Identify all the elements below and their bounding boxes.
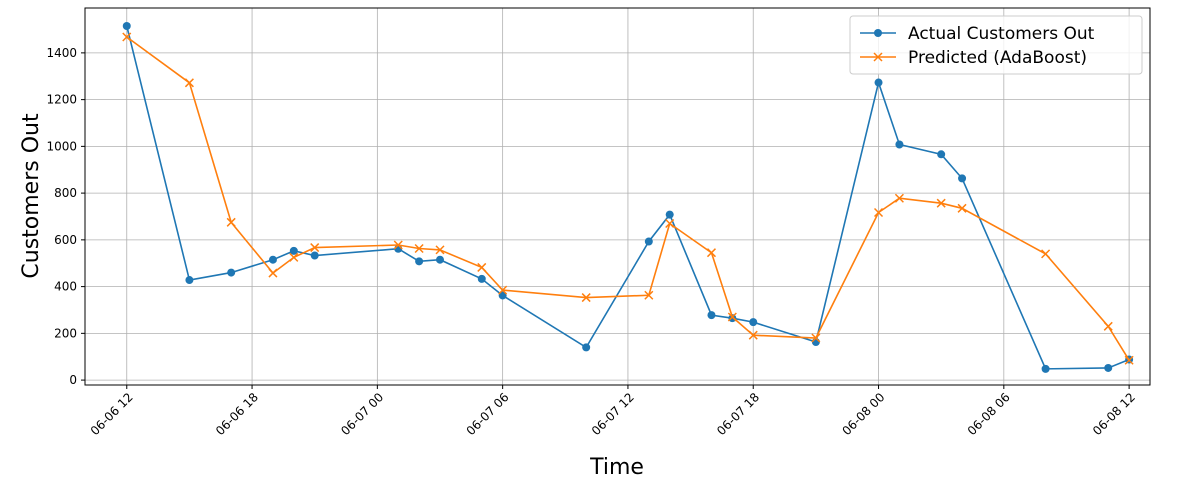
point	[227, 268, 236, 277]
point	[477, 262, 487, 272]
x-tick-label: 06-06 18	[213, 390, 261, 438]
point	[393, 240, 403, 250]
point	[581, 293, 591, 303]
y-tick-label: 1000	[46, 139, 77, 153]
point	[1041, 249, 1051, 259]
y-axis-label: Customers Out	[19, 113, 44, 279]
legend-label: Actual Customers Out	[908, 24, 1095, 44]
point	[226, 217, 236, 227]
point	[957, 203, 967, 213]
point	[706, 248, 717, 258]
point	[728, 314, 737, 323]
point	[1103, 321, 1113, 331]
x-tick-label: 06-08 06	[965, 390, 1013, 438]
plot-frame	[84, 7, 1151, 386]
point	[665, 210, 674, 219]
point	[477, 274, 486, 283]
x-tick-label: 06-08 00	[839, 390, 887, 438]
point	[435, 245, 445, 255]
point	[748, 330, 758, 340]
point	[1124, 355, 1134, 365]
point	[414, 243, 424, 254]
legend-box	[849, 15, 1143, 75]
y-tick-label: 600	[54, 233, 77, 247]
point	[268, 255, 277, 264]
y-tick-label: 200	[54, 326, 77, 340]
point	[289, 252, 299, 262]
point	[727, 312, 737, 322]
y-tick-label: 400	[54, 280, 77, 294]
point	[644, 237, 653, 246]
y-tick-label: 1400	[46, 46, 77, 60]
point	[936, 198, 946, 208]
point	[185, 276, 194, 285]
point	[665, 218, 675, 229]
point	[937, 150, 946, 159]
point	[873, 207, 884, 218]
point	[958, 174, 967, 183]
legend-marker	[874, 29, 882, 37]
x-tick-label: 06-07 06	[464, 390, 512, 438]
x-tick-label: 06-08 12	[1090, 390, 1138, 438]
point	[289, 246, 298, 255]
y-tick-label: 0	[69, 373, 77, 387]
x-tick-label: 06-07 18	[714, 390, 762, 438]
y-tick-label: 800	[54, 186, 77, 200]
point	[122, 32, 132, 42]
point	[310, 251, 319, 260]
x-tick-label: 06-06 12	[88, 390, 136, 438]
point	[415, 257, 424, 266]
point	[894, 193, 904, 203]
point	[707, 311, 716, 320]
legend-marker	[873, 52, 883, 62]
point	[184, 78, 194, 88]
point	[895, 140, 904, 149]
point	[1104, 363, 1113, 372]
point	[874, 78, 883, 87]
point	[811, 337, 820, 346]
x-tick-label: 06-07 12	[589, 390, 637, 438]
point	[436, 255, 444, 264]
x-tick-label: 06-07 00	[338, 390, 386, 438]
point	[122, 21, 131, 30]
point	[582, 343, 591, 352]
point	[498, 291, 507, 300]
series	[122, 32, 1134, 365]
point	[644, 290, 654, 300]
x-axis-label: Time	[589, 455, 644, 480]
point	[498, 285, 508, 295]
point	[310, 243, 320, 253]
point	[268, 268, 278, 278]
point	[1041, 364, 1050, 373]
point	[811, 333, 821, 343]
legend-label: Predicted (AdaBoost)	[908, 48, 1087, 68]
y-tick-label: 1200	[46, 93, 77, 107]
point	[749, 318, 758, 327]
